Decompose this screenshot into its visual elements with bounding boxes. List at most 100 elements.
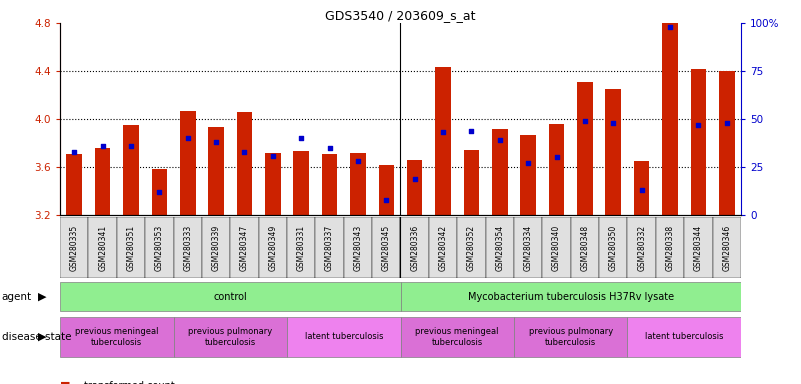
Bar [684,217,713,278]
Bar [174,217,202,278]
Text: previous pulmonary
tuberculosis: previous pulmonary tuberculosis [529,327,613,347]
Text: agent: agent [2,291,32,302]
Bar [570,217,599,278]
Bar [287,217,316,278]
Text: GSM280344: GSM280344 [694,225,702,271]
Text: GSM280346: GSM280346 [723,225,731,271]
Bar [435,68,451,215]
Bar [627,317,741,357]
Point [493,137,506,143]
Point [578,118,591,124]
Bar [174,317,287,357]
Text: GSM280332: GSM280332 [637,225,646,271]
Bar [464,150,479,215]
Text: control: control [213,291,248,302]
Point [323,145,336,151]
Bar [514,317,627,357]
Bar [208,127,224,215]
Point [720,120,733,126]
Bar [344,217,372,278]
Point [352,158,364,164]
Bar [322,154,337,215]
Bar [690,69,706,215]
Text: latent tuberculosis: latent tuberculosis [304,333,383,341]
Bar [606,89,621,215]
Bar [634,161,650,215]
Point [181,135,194,141]
Text: GSM280339: GSM280339 [211,225,220,271]
Bar [66,154,82,215]
Text: ■: ■ [60,381,70,384]
Bar [287,317,400,357]
Point [295,135,308,141]
Text: GSM280351: GSM280351 [127,225,135,271]
Text: GSM280354: GSM280354 [495,225,505,271]
Text: GSM280337: GSM280337 [325,225,334,271]
Text: previous pulmonary
tuberculosis: previous pulmonary tuberculosis [188,327,272,347]
Text: GSM280348: GSM280348 [581,225,590,271]
Bar [429,217,457,278]
Bar [662,23,678,215]
Bar [350,152,366,215]
Bar [400,317,514,357]
Text: GSM280353: GSM280353 [155,225,164,271]
Point [380,197,392,203]
Text: GSM280347: GSM280347 [240,225,249,271]
Bar [599,217,627,278]
Bar [457,217,485,278]
Bar [485,217,514,278]
Bar [265,152,280,215]
Text: GSM280331: GSM280331 [296,225,306,271]
Text: disease state: disease state [2,332,71,342]
Bar [521,135,536,215]
Bar [60,317,174,357]
Point [210,139,223,145]
Text: GSM280334: GSM280334 [524,225,533,271]
Point [68,149,81,155]
Text: GSM280352: GSM280352 [467,225,476,271]
Bar [95,148,111,215]
Bar [542,217,570,278]
Bar [492,129,508,215]
Text: GSM280338: GSM280338 [666,225,674,271]
Point [153,189,166,195]
Bar [719,71,735,215]
Bar [123,125,139,215]
Point [663,24,676,30]
Point [96,143,109,149]
Bar [145,217,174,278]
Text: previous meningeal
tuberculosis: previous meningeal tuberculosis [75,327,159,347]
Text: latent tuberculosis: latent tuberculosis [645,333,723,341]
Bar [316,217,344,278]
Bar [379,165,394,215]
Bar [656,217,684,278]
Bar [627,217,656,278]
Bar [407,160,422,215]
Text: transformed count: transformed count [84,381,175,384]
Bar [236,112,252,215]
Bar [202,217,231,278]
Text: Mycobacterium tuberculosis H37Rv lysate: Mycobacterium tuberculosis H37Rv lysate [468,291,674,302]
Text: GSM280349: GSM280349 [268,225,277,271]
Text: GSM280341: GSM280341 [99,225,107,271]
Bar [151,169,167,215]
Text: GSM280335: GSM280335 [70,225,78,271]
Point [465,127,478,134]
Point [550,154,563,161]
Text: ▶: ▶ [38,291,47,302]
Bar [713,217,741,278]
Point [635,187,648,193]
Text: GSM280342: GSM280342 [439,225,448,271]
Point [125,143,138,149]
Text: GSM280340: GSM280340 [552,225,561,271]
Bar [400,282,741,311]
Text: previous meningeal
tuberculosis: previous meningeal tuberculosis [416,327,499,347]
Point [238,149,251,155]
Text: GSM280336: GSM280336 [410,225,419,271]
Bar [117,217,145,278]
Point [267,152,280,159]
Bar [259,217,287,278]
Point [521,160,534,166]
Text: GSM280345: GSM280345 [382,225,391,271]
Bar [549,124,565,215]
